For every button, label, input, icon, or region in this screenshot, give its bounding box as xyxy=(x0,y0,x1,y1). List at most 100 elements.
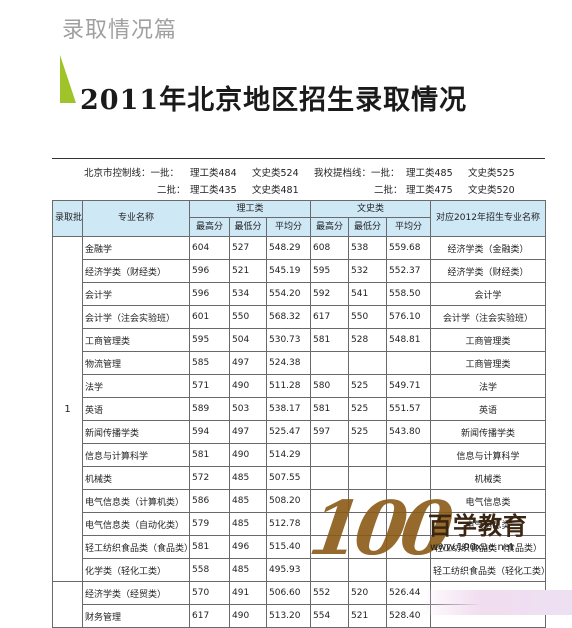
score-cell-a-min: 525 xyxy=(348,374,387,398)
score-cell-a-max: 554 xyxy=(310,604,349,628)
score-cell-a-avg: 551.57 xyxy=(386,397,431,421)
score-cell-s-max: 617 xyxy=(189,604,230,628)
score-cell-a-max: 597 xyxy=(310,420,349,444)
score-cell-s-max: 596 xyxy=(189,282,230,306)
score-cell-s-min: 490 xyxy=(229,604,267,628)
score-cell-s-max: 589 xyxy=(189,397,230,421)
target-major-cell: 法学 xyxy=(430,374,546,398)
score-cell-a-max: 608 xyxy=(310,236,349,260)
school-sci-line-2: 理工类475 xyxy=(406,185,453,196)
score-cell-a-avg: 559.68 xyxy=(386,236,431,260)
table-row: 法学 571 490 511.28 580 525 549.71 法学 xyxy=(53,374,546,398)
score-cell-a-avg: 558.50 xyxy=(386,282,431,306)
score-cell-s-min: 497 xyxy=(229,351,267,375)
header-sci-min: 最低分 xyxy=(229,217,267,237)
score-cell-s-avg: 545.19 xyxy=(266,259,311,283)
admission-table: 录取批次 专业名称 理工类 文史类 对应2012年招生专业名称 最高分 最低分 … xyxy=(52,200,546,628)
major-name-cell: 化学类（轻化工类） xyxy=(82,558,190,582)
major-name-cell: 财务管理 xyxy=(82,604,190,628)
school-line-label: 我校提档线：一批： xyxy=(314,168,400,179)
major-name-cell: 电气信息类（计算机类） xyxy=(82,489,190,513)
watermark: 100 百学教育 www.100xue.net xyxy=(300,478,572,598)
table-row: 工商管理类 595 504 530.73 581 528 548.81 工商管理类 xyxy=(53,328,546,352)
score-cell-a-min xyxy=(348,443,387,467)
score-cell-s-min: 504 xyxy=(229,328,267,352)
target-major-cell: 工商管理类 xyxy=(430,328,546,352)
section-title: 录取情况篇 xyxy=(62,18,178,43)
score-cell-a-max: 581 xyxy=(310,397,349,421)
score-cell-s-max: 570 xyxy=(189,581,230,605)
score-cell-s-avg: 554.20 xyxy=(266,282,311,306)
score-cell-s-max: 604 xyxy=(189,236,230,260)
header-major: 专业名称 xyxy=(82,200,190,237)
school-line-label-2: 二批： xyxy=(374,185,403,196)
score-cell-a-min: 520 xyxy=(348,581,387,605)
score-cell-a-avg: 549.71 xyxy=(386,374,431,398)
city-control-label-2: 二批： xyxy=(157,185,186,196)
batch-cell: 1 xyxy=(52,236,83,582)
major-name-cell: 电气信息类（自动化类） xyxy=(82,512,190,536)
header-sci-avg: 平均分 xyxy=(266,217,311,237)
major-name-cell: 英语 xyxy=(82,397,190,421)
score-cell-a-min: 532 xyxy=(348,259,387,283)
table-row: 轻工纺织食品类（食品类） 581 496 515.40 轻工纺织食品类（食品类） xyxy=(53,535,546,559)
score-cell-s-max: 571 xyxy=(189,374,230,398)
major-name-cell: 信息与计算科学 xyxy=(82,443,190,467)
target-major-cell: 信息与计算科学 xyxy=(430,443,546,467)
score-cell-a-max xyxy=(310,443,349,467)
batch-cell-empty xyxy=(52,581,83,628)
page-title: 2011年北京地区招生录取情况 xyxy=(80,85,468,116)
score-cell-a-min: 541 xyxy=(348,282,387,306)
header-art-group: 文史类 xyxy=(310,200,431,218)
score-cell-s-avg: 513.20 xyxy=(266,604,311,628)
score-cell-s-avg: 568.32 xyxy=(266,305,311,329)
score-cell-s-max: 586 xyxy=(189,489,230,513)
major-name-cell: 会计学 xyxy=(82,282,190,306)
accent-triangle xyxy=(60,55,76,103)
score-cell-s-avg: 514.29 xyxy=(266,443,311,467)
score-cell-a-max xyxy=(310,351,349,375)
score-cell-s-max: 596 xyxy=(189,259,230,283)
city-sci-line-2: 理工类435 xyxy=(190,185,237,196)
score-cell-a-min: 525 xyxy=(348,397,387,421)
table-row: 会计学（注会实验班） 601 550 568.32 617 550 576.10 会计学（注会… xyxy=(53,305,546,329)
target-major-cell: 轻工纺织食品类（食品类） xyxy=(430,535,546,559)
score-cell-s-min: 496 xyxy=(229,535,267,559)
score-cell-s-avg: 525.47 xyxy=(266,420,311,444)
score-cell-s-max: 581 xyxy=(189,443,230,467)
city-art-line: 文史类524 xyxy=(252,168,299,179)
major-name-cell: 经济学类（经贸类） xyxy=(82,581,190,605)
watermark-url: www.100xue.net xyxy=(430,542,514,553)
table-row: 1 金融学 604 527 548.29 608 538 559.68 经济学类（金融类） xyxy=(52,236,546,582)
score-cell-a-min: 550 xyxy=(348,305,387,329)
score-cell-a-min xyxy=(348,351,387,375)
score-cell-a-avg xyxy=(386,512,431,536)
score-cell-a-max: 595 xyxy=(310,259,349,283)
header-art-max: 最高分 xyxy=(310,217,349,237)
score-cell-s-max: 572 xyxy=(189,466,230,490)
score-cell-s-min: 485 xyxy=(229,512,267,536)
score-cell-s-min: 534 xyxy=(229,282,267,306)
city-control-label: 北京市控制线：一批： xyxy=(84,168,180,179)
watermark-logo-text: 百学教育 xyxy=(428,512,528,540)
score-cell-a-avg xyxy=(386,443,431,467)
major-name-cell: 机械类 xyxy=(82,466,190,490)
score-cell-s-max: 601 xyxy=(189,305,230,329)
target-major-cell: 经济学类（金融类） xyxy=(430,236,546,260)
score-cell-a-max xyxy=(310,535,349,559)
target-major-cell: 电气信息类 xyxy=(430,489,546,513)
table-row: 物流管理 585 497 524.38 工商管理类 xyxy=(53,351,546,375)
score-cell-a-min: 538 xyxy=(348,236,387,260)
score-cell-a-min: 521 xyxy=(348,604,387,628)
header-art-avg: 平均分 xyxy=(386,217,431,237)
score-cell-s-avg: 511.28 xyxy=(266,374,311,398)
control-line-row-1: 北京市控制线：一批： 理工类484 文史类524 我校提档线：一批： 理工类48… xyxy=(52,160,545,179)
score-cell-a-min xyxy=(348,489,387,513)
table-row: 新闻传播学类 594 497 525.47 597 525 543.80 新闻传播学类 xyxy=(53,420,546,444)
score-cell-s-max: 581 xyxy=(189,535,230,559)
bottom-fade xyxy=(420,590,572,615)
score-cell-s-avg: 524.38 xyxy=(266,351,311,375)
target-major-cell: 会计学 xyxy=(430,282,546,306)
school-sci-line: 理工类485 xyxy=(406,168,453,179)
score-cell-a-min: 528 xyxy=(348,328,387,352)
